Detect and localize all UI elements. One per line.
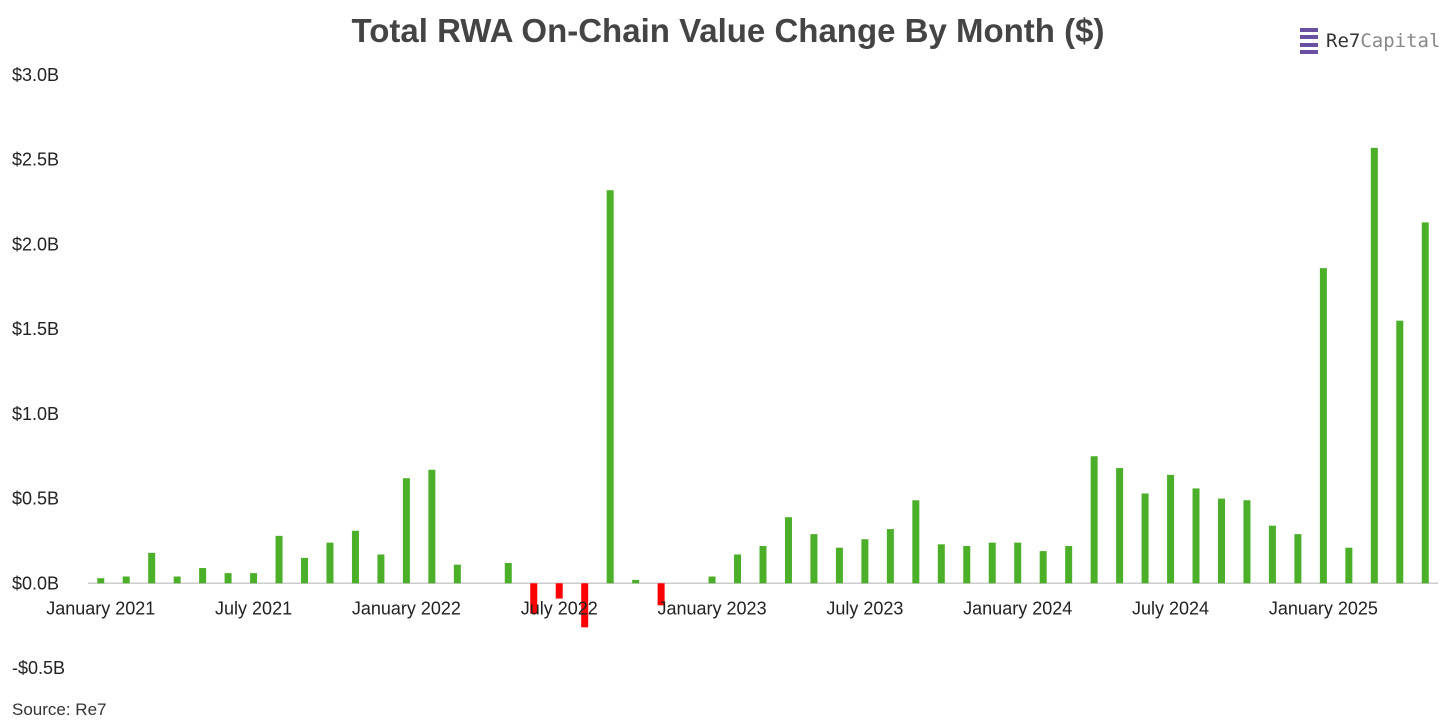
x-tick-label: July 2021: [215, 598, 292, 618]
chart-title: Total RWA On-Chain Value Change By Month…: [351, 12, 1105, 49]
x-tick-label: July 2024: [1132, 598, 1209, 618]
y-tick-label: -$0.5B: [12, 658, 65, 678]
bar-positive: [1039, 551, 1047, 584]
x-tick-label: January 2022: [352, 598, 461, 618]
bar-positive: [1217, 498, 1225, 584]
y-tick-label: $1.0B: [12, 404, 59, 424]
bar-positive: [937, 544, 945, 584]
logo-text-bold: Re7: [1326, 30, 1361, 52]
bar-positive: [1014, 542, 1022, 584]
bar-positive: [1090, 456, 1098, 584]
bar-positive: [1065, 546, 1073, 584]
bar-positive: [377, 554, 385, 584]
re7-capital-logo: Re7Capital: [1300, 26, 1440, 56]
bar-positive: [199, 568, 207, 584]
bar-positive: [606, 190, 614, 584]
bar-positive: [1294, 534, 1302, 584]
bar-negative: [530, 583, 538, 614]
bar-positive: [784, 517, 792, 584]
bar-negative: [657, 583, 665, 606]
x-tick-label: January 2025: [1269, 598, 1378, 618]
logo-text: Re7Capital: [1326, 30, 1440, 52]
y-tick-label: $2.0B: [12, 234, 59, 254]
x-axis-labels: January 2021 July 2021 January 2022 July 20…: [46, 598, 1378, 618]
bar-positive: [988, 542, 996, 584]
bar-positive: [1167, 474, 1175, 584]
bar-positive: [122, 576, 130, 584]
bars: [97, 147, 1429, 628]
bar-positive: [1421, 222, 1429, 584]
bar-positive: [453, 564, 461, 584]
bar-negative: [555, 583, 563, 599]
source-note: Source: Re7: [12, 700, 107, 719]
bar-negative: [581, 583, 589, 628]
bar-positive: [351, 530, 359, 584]
bar-positive: [326, 542, 334, 584]
bar-positive: [301, 557, 309, 584]
bar-positive: [759, 546, 767, 584]
bar-positive: [402, 478, 410, 584]
x-tick-label: July 2023: [826, 598, 903, 618]
y-tick-label: $3.0B: [12, 65, 59, 85]
bar-positive: [1141, 493, 1149, 584]
bar-positive: [428, 469, 436, 584]
x-tick-label: January 2021: [46, 598, 155, 618]
bar-positive: [734, 554, 742, 584]
bar-positive: [1319, 268, 1327, 584]
bar-positive: [224, 573, 232, 584]
y-tick-label: $0.5B: [12, 489, 59, 509]
bar-positive: [963, 546, 971, 584]
bar-positive: [632, 579, 640, 584]
bar-positive: [912, 500, 920, 584]
bar-positive: [1268, 525, 1276, 584]
bar-positive: [250, 573, 258, 584]
bar-positive: [1345, 547, 1353, 584]
bar-positive: [708, 576, 716, 584]
bar-positive: [173, 576, 181, 584]
bar-positive: [861, 539, 869, 584]
bar-positive: [275, 535, 283, 584]
bar-positive: [504, 562, 512, 584]
logo-mark-icon: [1300, 28, 1318, 54]
bar-positive: [1243, 500, 1251, 584]
bar-positive: [97, 578, 105, 584]
bar-positive: [835, 547, 843, 584]
x-tick-label: July 2022: [521, 598, 598, 618]
y-tick-label: $2.5B: [12, 150, 59, 170]
y-axis-labels: $3.0B $2.5B $2.0B $1.5B $1.0B $0.5B $0.0B -$0.5…: [12, 65, 65, 678]
bar-positive: [148, 552, 156, 584]
bar-positive: [1116, 468, 1124, 584]
y-tick-label: $1.5B: [12, 319, 59, 339]
bar-positive: [1396, 320, 1404, 584]
x-tick-label: January 2023: [658, 598, 767, 618]
y-tick-label: $0.0B: [12, 573, 59, 593]
x-tick-label: January 2024: [963, 598, 1072, 618]
bar-positive: [886, 529, 894, 584]
bar-positive: [1192, 488, 1200, 584]
bar-positive: [1370, 147, 1378, 584]
logo-text-light: Capital: [1360, 30, 1441, 52]
bar-positive: [810, 534, 818, 584]
